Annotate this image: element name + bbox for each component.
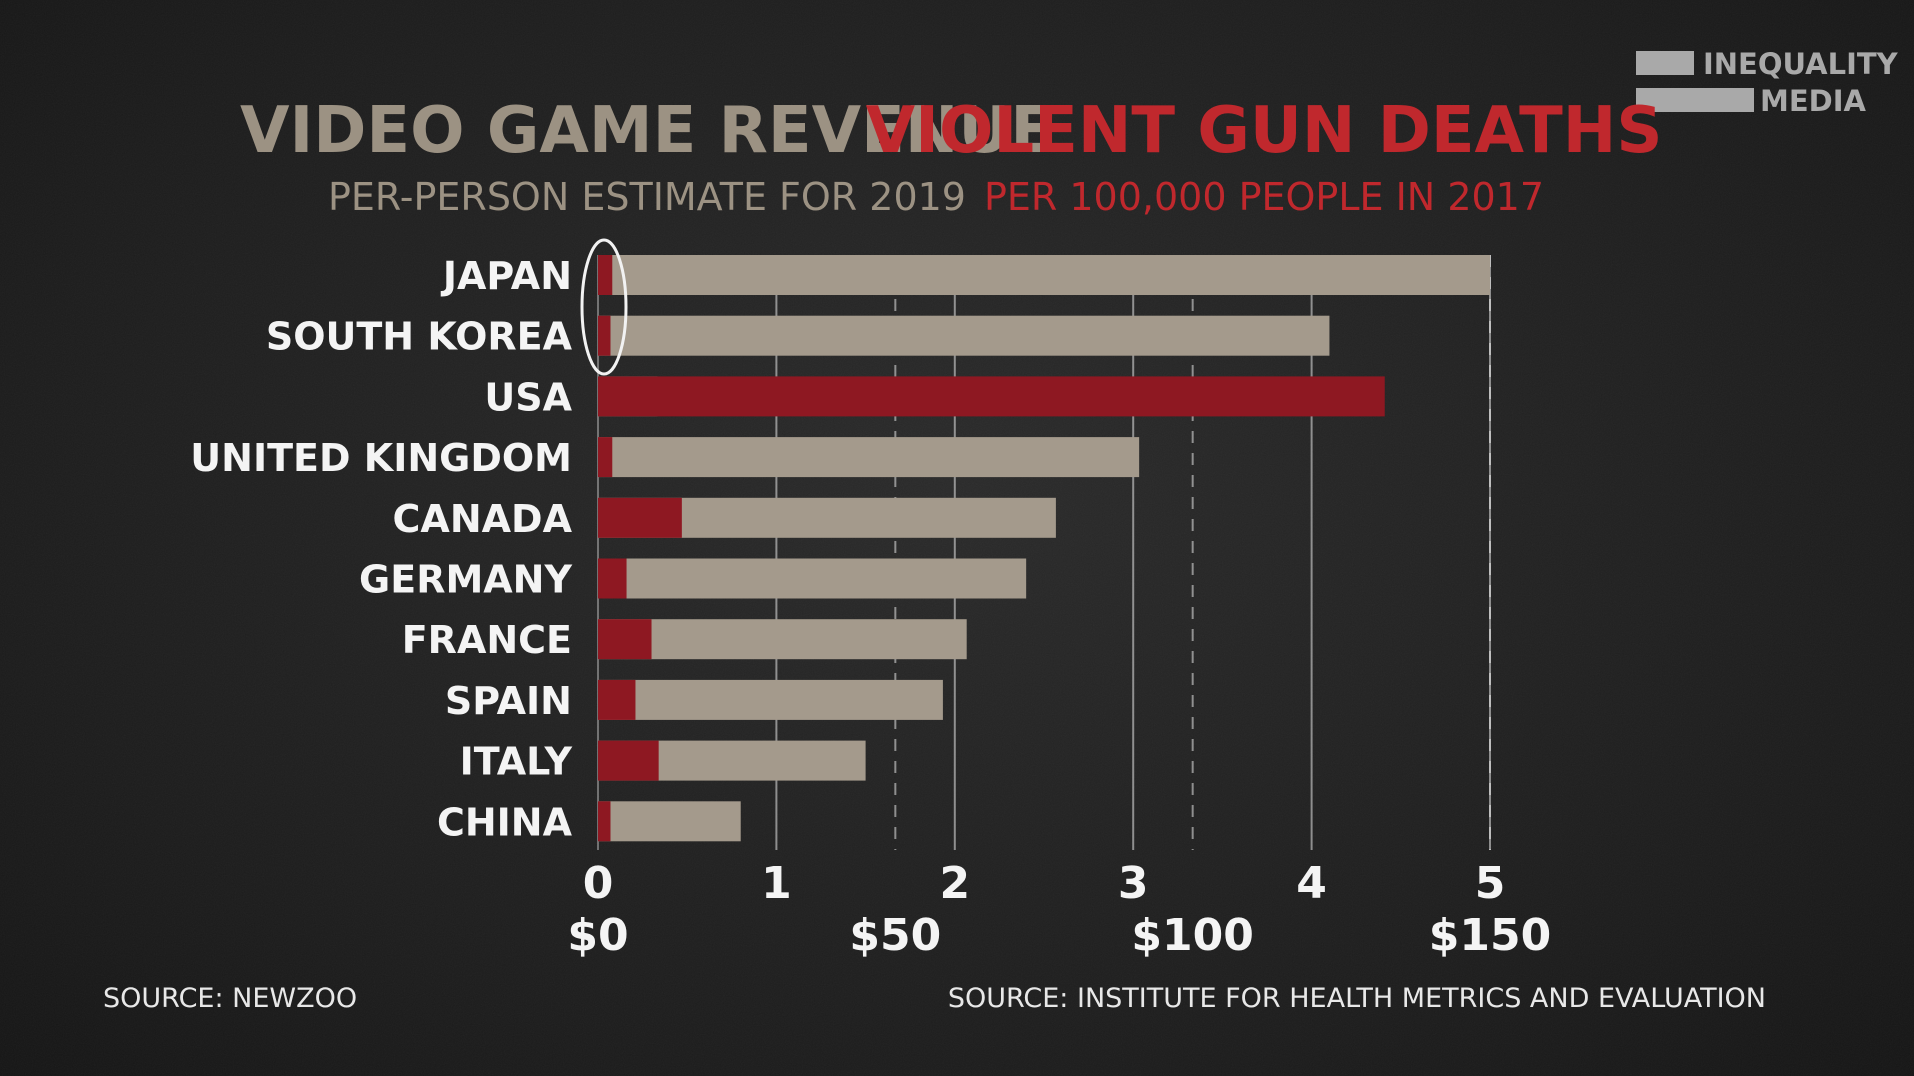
bar-revenue bbox=[598, 255, 1490, 295]
bar-revenue bbox=[598, 558, 1027, 599]
deaths-title: VIOLENT GUN DEATHS bbox=[866, 94, 1663, 168]
bar-revenue bbox=[598, 801, 741, 842]
bar-deaths bbox=[598, 740, 659, 781]
revenue-subtitle: PER-PERSON ESTIMATE FOR 2019 bbox=[328, 175, 966, 219]
highlight-ellipse bbox=[580, 238, 628, 376]
category-label: CHINA bbox=[437, 800, 573, 844]
logo-line2: MEDIA bbox=[1760, 84, 1867, 118]
axis-ticks: 0 1 2 3 4 5 $0 $50 $100 $150 bbox=[567, 858, 1551, 961]
category-label: JAPAN bbox=[440, 254, 572, 298]
logo-bar-bottom bbox=[1636, 88, 1754, 112]
category-label: CANADA bbox=[393, 497, 573, 541]
bar-deaths bbox=[598, 558, 627, 599]
bar-deaths bbox=[598, 801, 611, 842]
deaths-subtitle: PER 100,000 PEOPLE IN 2017 bbox=[984, 175, 1544, 219]
revenue-tick-label: $50 bbox=[849, 910, 941, 961]
bar-deaths bbox=[598, 437, 613, 478]
bar-deaths bbox=[598, 255, 613, 295]
category-label: GERMANY bbox=[359, 558, 572, 602]
logo-line1: INEQUALITY bbox=[1703, 47, 1899, 81]
logo-bar-top bbox=[1636, 51, 1694, 75]
deaths-tick-label: 3 bbox=[1118, 858, 1149, 909]
deaths-tick-label: 5 bbox=[1475, 858, 1506, 909]
revenue-tick-label: $150 bbox=[1429, 910, 1551, 961]
bar-revenue bbox=[598, 679, 943, 720]
logo: INEQUALITY MEDIA bbox=[1636, 47, 1899, 118]
bar-deaths bbox=[598, 679, 636, 720]
bar-revenue bbox=[598, 315, 1330, 356]
revenue-tick-label: $100 bbox=[1131, 910, 1253, 961]
bar-deaths bbox=[598, 619, 652, 660]
category-label: UNITED KINGDOM bbox=[190, 436, 572, 480]
category-label: SPAIN bbox=[445, 679, 572, 723]
deaths-tick-label: 0 bbox=[583, 858, 614, 909]
bar-revenue bbox=[598, 619, 967, 660]
revenue-title: VIDEO GAME REVENUE bbox=[240, 94, 1054, 168]
category-label: SOUTH KOREA bbox=[266, 315, 573, 359]
deaths-tick-label: 1 bbox=[761, 858, 792, 909]
source-left: SOURCE: NEWZOO bbox=[103, 983, 357, 1014]
bar-deaths bbox=[598, 376, 1385, 417]
bar-deaths bbox=[598, 497, 682, 538]
bar-deaths bbox=[598, 315, 611, 356]
category-label: ITALY bbox=[460, 740, 573, 784]
bar-revenue bbox=[598, 437, 1140, 478]
category-label: FRANCE bbox=[402, 618, 572, 662]
deaths-tick-label: 4 bbox=[1296, 858, 1327, 909]
source-right: SOURCE: INSTITUTE FOR HEALTH METRICS AND… bbox=[948, 983, 1766, 1014]
category-labels: JAPAN SOUTH KOREA USA UNITED KINGDOM CANADA G… bbox=[190, 254, 572, 844]
deaths-tick-label: 2 bbox=[939, 858, 970, 909]
revenue-tick-label: $0 bbox=[567, 910, 628, 961]
bars bbox=[598, 255, 1490, 842]
category-label: USA bbox=[484, 375, 572, 419]
